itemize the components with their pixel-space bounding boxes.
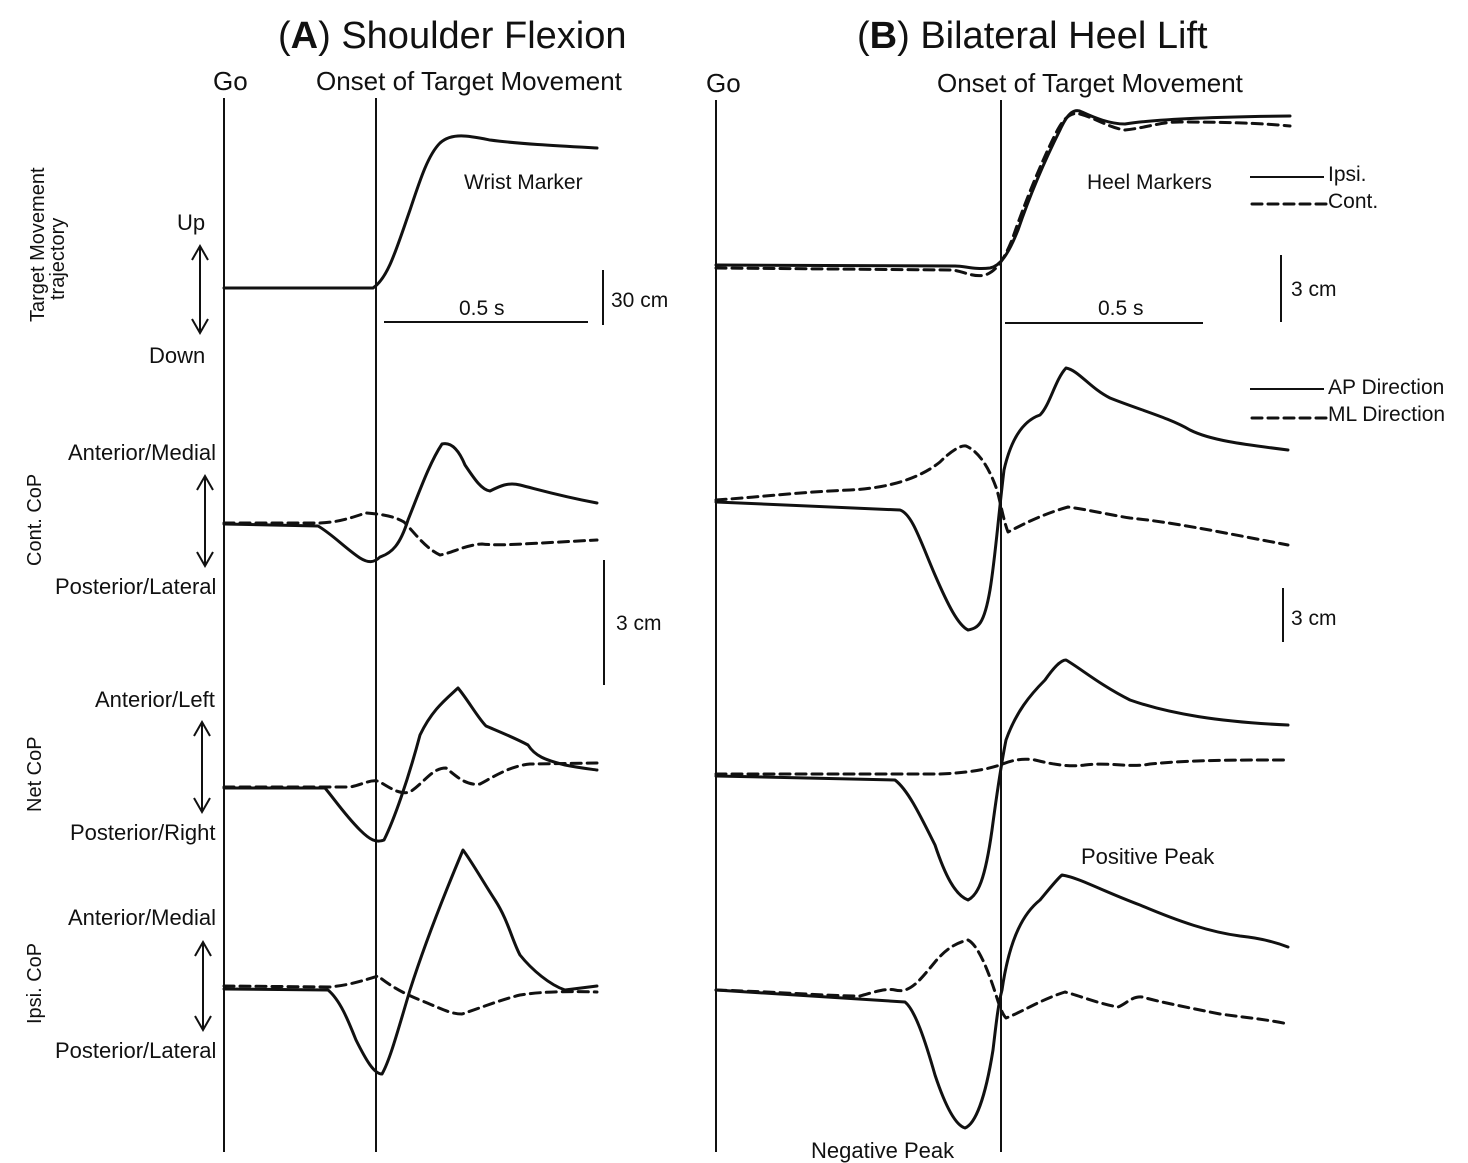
- panel-b-cont-cop-ml: [714, 444, 1290, 547]
- panel-a: (A) Shoulder Flexion Go Onset of Target …: [24, 15, 668, 1152]
- panel-a-row4-up-label: Anterior/Medial: [68, 905, 216, 930]
- panel-a-row4-down-label: Posterior/Lateral: [55, 1038, 216, 1063]
- panel-a-row1-arrow: [191, 243, 209, 336]
- panel-b-row2-scale-label: 3 cm: [1291, 607, 1337, 630]
- panel-a-cont-cop-ap: [222, 442, 599, 564]
- panel-a-ipsi-cop-ml: [222, 974, 599, 1016]
- panel-b-onset-label: Onset of Target Movement: [937, 68, 1244, 98]
- panel-a-3cm-label: 3 cm: [616, 612, 662, 635]
- panel-a-row2-arrow: [196, 473, 214, 569]
- panel-b-negative-peak-label: Negative Peak: [811, 1138, 955, 1163]
- panel-b-go-label: Go: [706, 68, 741, 98]
- panel-a-down-label: Down: [149, 343, 205, 368]
- panel-a-row1-ylabel-line1: Target Movement: [27, 167, 49, 322]
- panel-a-wrist-trace: [222, 134, 599, 290]
- panel-a-row1-ylabel-line2: trajectory: [47, 218, 69, 300]
- panel-b-title: (B) Bilateral Heel Lift: [857, 15, 1208, 57]
- panel-a-cont-cop-ml: [222, 511, 599, 557]
- panel-b-cont-cop-ap: [714, 366, 1290, 632]
- panel-b-net-cop-ml: [714, 757, 1290, 776]
- panel-a-time-scale-label: 0.5 s: [459, 297, 505, 320]
- panel-b-heel-ipsi-trace: [714, 109, 1292, 271]
- panel-a-30cm-label: 30 cm: [611, 289, 668, 312]
- panel-a-ipsi-cop-ap: [222, 848, 599, 1076]
- panel-b-heel-cont-trace: [714, 112, 1292, 278]
- panel-a-row3-arrow: [193, 719, 211, 815]
- panel-a-net-cop-ml: [222, 761, 599, 795]
- panel-b-legend2-ml-label: ML Direction: [1328, 403, 1445, 426]
- panel-a-row3-down-label: Posterior/Right: [70, 820, 216, 845]
- panel-a-up-label: Up: [177, 210, 205, 235]
- panel-a-row4-ylabel: Ipsi. CoP: [24, 943, 46, 1024]
- panel-b: (B) Bilateral Heel Lift Go Onset of Targ…: [706, 15, 1445, 1163]
- panel-b-heel-label: Heel Markers: [1087, 171, 1212, 194]
- panel-b-row1-scale-label: 3 cm: [1291, 278, 1337, 301]
- panel-a-row3-ylabel: Net CoP: [24, 736, 46, 812]
- panel-a-row4-arrow: [194, 939, 212, 1033]
- panel-b-legend2-ap-label: AP Direction: [1328, 376, 1444, 399]
- panel-b-legend1-ipsi-label: Ipsi.: [1328, 163, 1367, 186]
- panel-b-ipsi-cop-ap: [714, 873, 1290, 1130]
- panel-a-row2-down-label: Posterior/Lateral: [55, 574, 216, 599]
- panel-a-wrist-label: Wrist Marker: [464, 171, 583, 194]
- panel-b-positive-peak-label: Positive Peak: [1081, 844, 1215, 869]
- panel-a-go-label: Go: [213, 66, 248, 96]
- panel-b-net-cop-ap: [714, 658, 1290, 902]
- panel-a-row2-up-label: Anterior/Medial: [68, 440, 216, 465]
- panel-b-legend1-cont-label: Cont.: [1328, 190, 1378, 213]
- panel-a-row3-up-label: Anterior/Left: [95, 687, 215, 712]
- panel-a-onset-label: Onset of Target Movement: [316, 66, 623, 96]
- panel-b-time-scale-label: 0.5 s: [1098, 297, 1144, 320]
- panel-b-ipsi-cop-ml: [714, 938, 1290, 1026]
- panel-a-net-cop-ap: [222, 686, 599, 843]
- panel-a-row2-ylabel: Cont. CoP: [24, 474, 46, 566]
- panel-a-title: (A) Shoulder Flexion: [278, 15, 627, 57]
